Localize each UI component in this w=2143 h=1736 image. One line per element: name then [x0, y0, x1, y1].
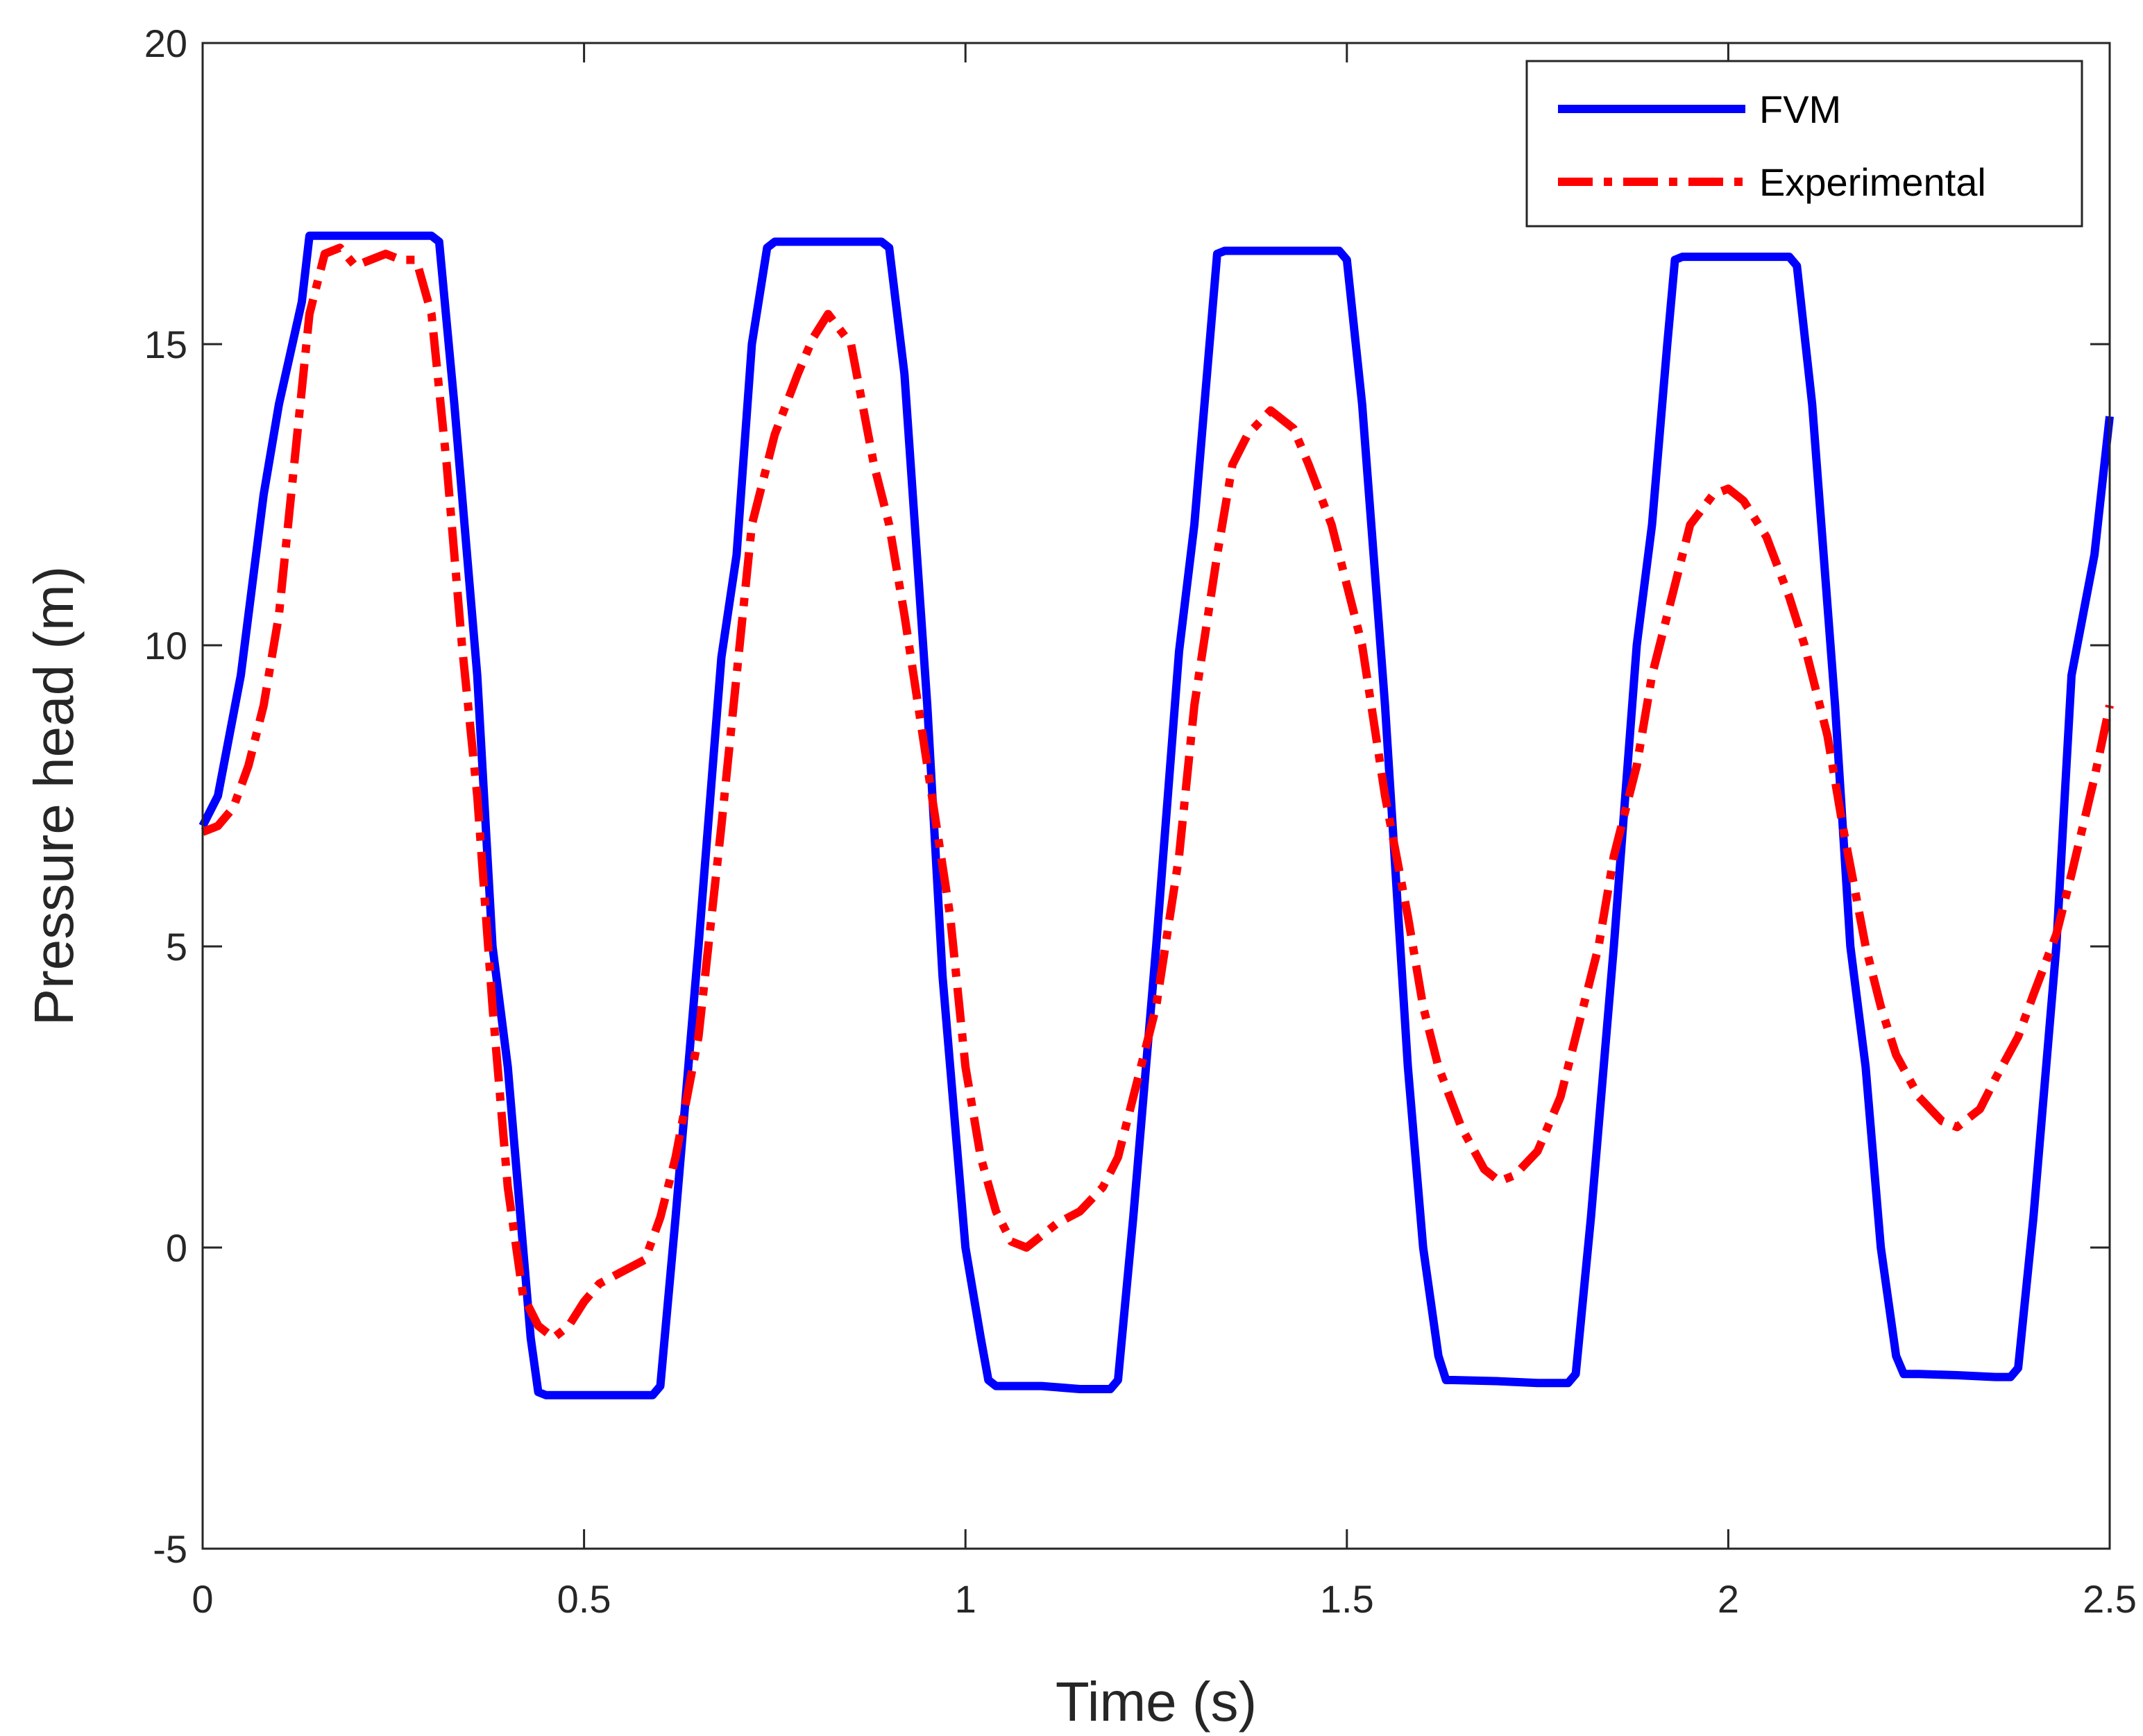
legend: FVM Experimental [1525, 60, 2083, 228]
y-axis-title: Pressure head (m) [23, 566, 85, 1026]
legend-label-experimental: Experimental [1759, 160, 1986, 204]
plot-frame [201, 42, 2111, 1550]
x-tick-label: 2 [1718, 1577, 1739, 1621]
series-layer [198, 231, 2114, 1399]
legend-label-fvm: FVM [1759, 87, 1841, 131]
y-tick-label: 20 [144, 22, 187, 65]
x-tick-label: 1.5 [1320, 1577, 1374, 1621]
y-tick-label: 15 [144, 323, 187, 366]
y-tick-label: 0 [166, 1226, 187, 1270]
x-tick-label: 0 [192, 1577, 213, 1621]
x-tick-label: 0.5 [557, 1577, 611, 1621]
y-tick-label: 5 [166, 925, 187, 969]
x-tick-label: 2.5 [2083, 1577, 2137, 1621]
series-line-experimental [201, 244, 2114, 1343]
y-axis-ticks: -5 0 5 10 15 20 [144, 22, 2110, 1571]
series-line-fvm [198, 231, 2114, 1399]
plot-area [203, 43, 2110, 1549]
x-axis-ticks: 0 0.5 1 1.5 2 2.5 [192, 43, 2137, 1621]
y-tick-label: -5 [153, 1527, 187, 1571]
x-axis-title: Time (s) [1056, 1671, 1257, 1733]
x-tick-label: 1 [955, 1577, 976, 1621]
legend-box [1525, 60, 2083, 228]
y-tick-label: 10 [144, 624, 187, 667]
